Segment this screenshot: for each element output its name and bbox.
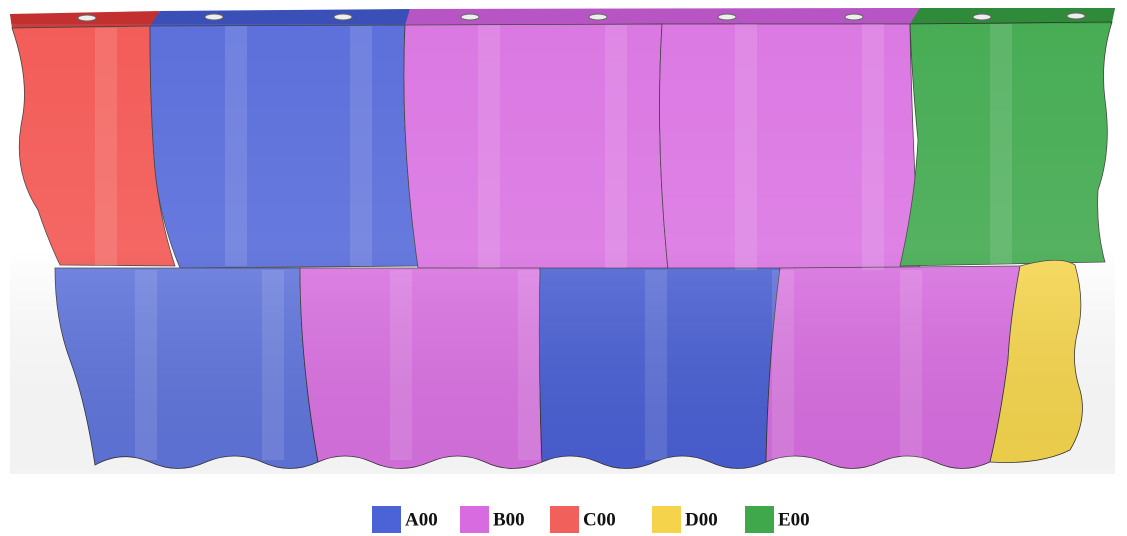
legend-label: E00 <box>778 509 810 530</box>
legend-swatch <box>372 506 401 533</box>
legend-swatch <box>745 506 774 533</box>
legend-label: B00 <box>493 509 525 530</box>
tile-array <box>10 8 1115 474</box>
figure: A00 B00 C00 D00 E00 <box>0 0 1127 536</box>
legend-label: D00 <box>685 509 718 530</box>
shading <box>10 24 1115 474</box>
legend-swatch <box>652 506 681 533</box>
legend-swatch <box>550 506 579 533</box>
legend-label: A00 <box>405 509 438 530</box>
legend-swatch <box>460 506 489 533</box>
top-surface <box>150 9 410 26</box>
legend: A00 B00 C00 D00 E00 <box>372 506 810 533</box>
top-surface <box>405 8 920 25</box>
legend-label: C00 <box>583 509 616 530</box>
